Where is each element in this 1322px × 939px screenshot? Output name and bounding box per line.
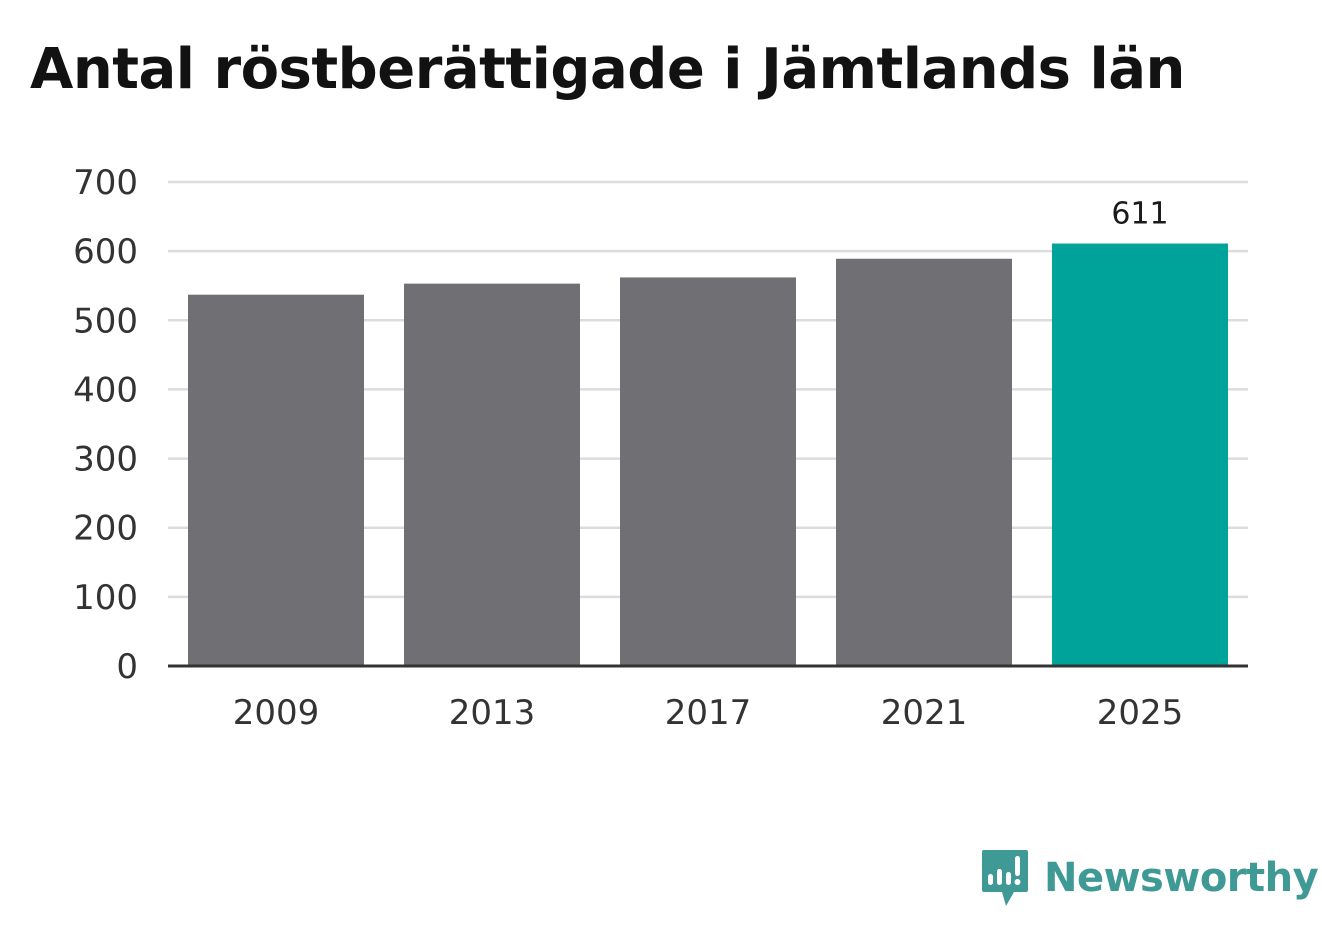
bar-2025 <box>1052 243 1228 666</box>
y-axis-tick-labels: 0 100 200 300 400 500 600 700 <box>73 163 138 687</box>
y-tick-label: 200 <box>73 509 138 549</box>
newsworthy-logo-icon <box>982 850 1028 906</box>
y-tick-label: 300 <box>73 440 138 480</box>
y-tick-label: 400 <box>73 370 138 410</box>
data-label-2025: 611 <box>1111 197 1168 232</box>
y-tick-label: 500 <box>73 301 138 341</box>
y-tick-label: 0 <box>116 647 138 687</box>
x-axis-tick-labels: 2009 2013 2017 2021 2025 <box>233 693 1184 733</box>
bar-2013 <box>404 283 580 666</box>
brand-logo: Newsworthy <box>980 848 1319 908</box>
x-tick-label: 2009 <box>233 693 320 733</box>
y-tick-label: 700 <box>73 163 138 203</box>
bar-2021 <box>836 258 1012 666</box>
y-tick-label: 600 <box>73 232 138 272</box>
bars <box>188 243 1228 666</box>
bar-2009 <box>188 294 364 666</box>
y-tick-label: 100 <box>73 578 138 618</box>
bar-2017 <box>620 277 796 666</box>
brand-name: Newsworthy <box>1044 855 1319 901</box>
chart-title: Antal röstberättigade i Jämtlands län <box>30 37 1185 102</box>
data-labels: 611 <box>1111 197 1168 232</box>
x-tick-label: 2021 <box>881 693 968 733</box>
x-tick-label: 2017 <box>665 693 752 733</box>
x-tick-label: 2013 <box>449 693 536 733</box>
x-tick-label: 2025 <box>1097 693 1184 733</box>
